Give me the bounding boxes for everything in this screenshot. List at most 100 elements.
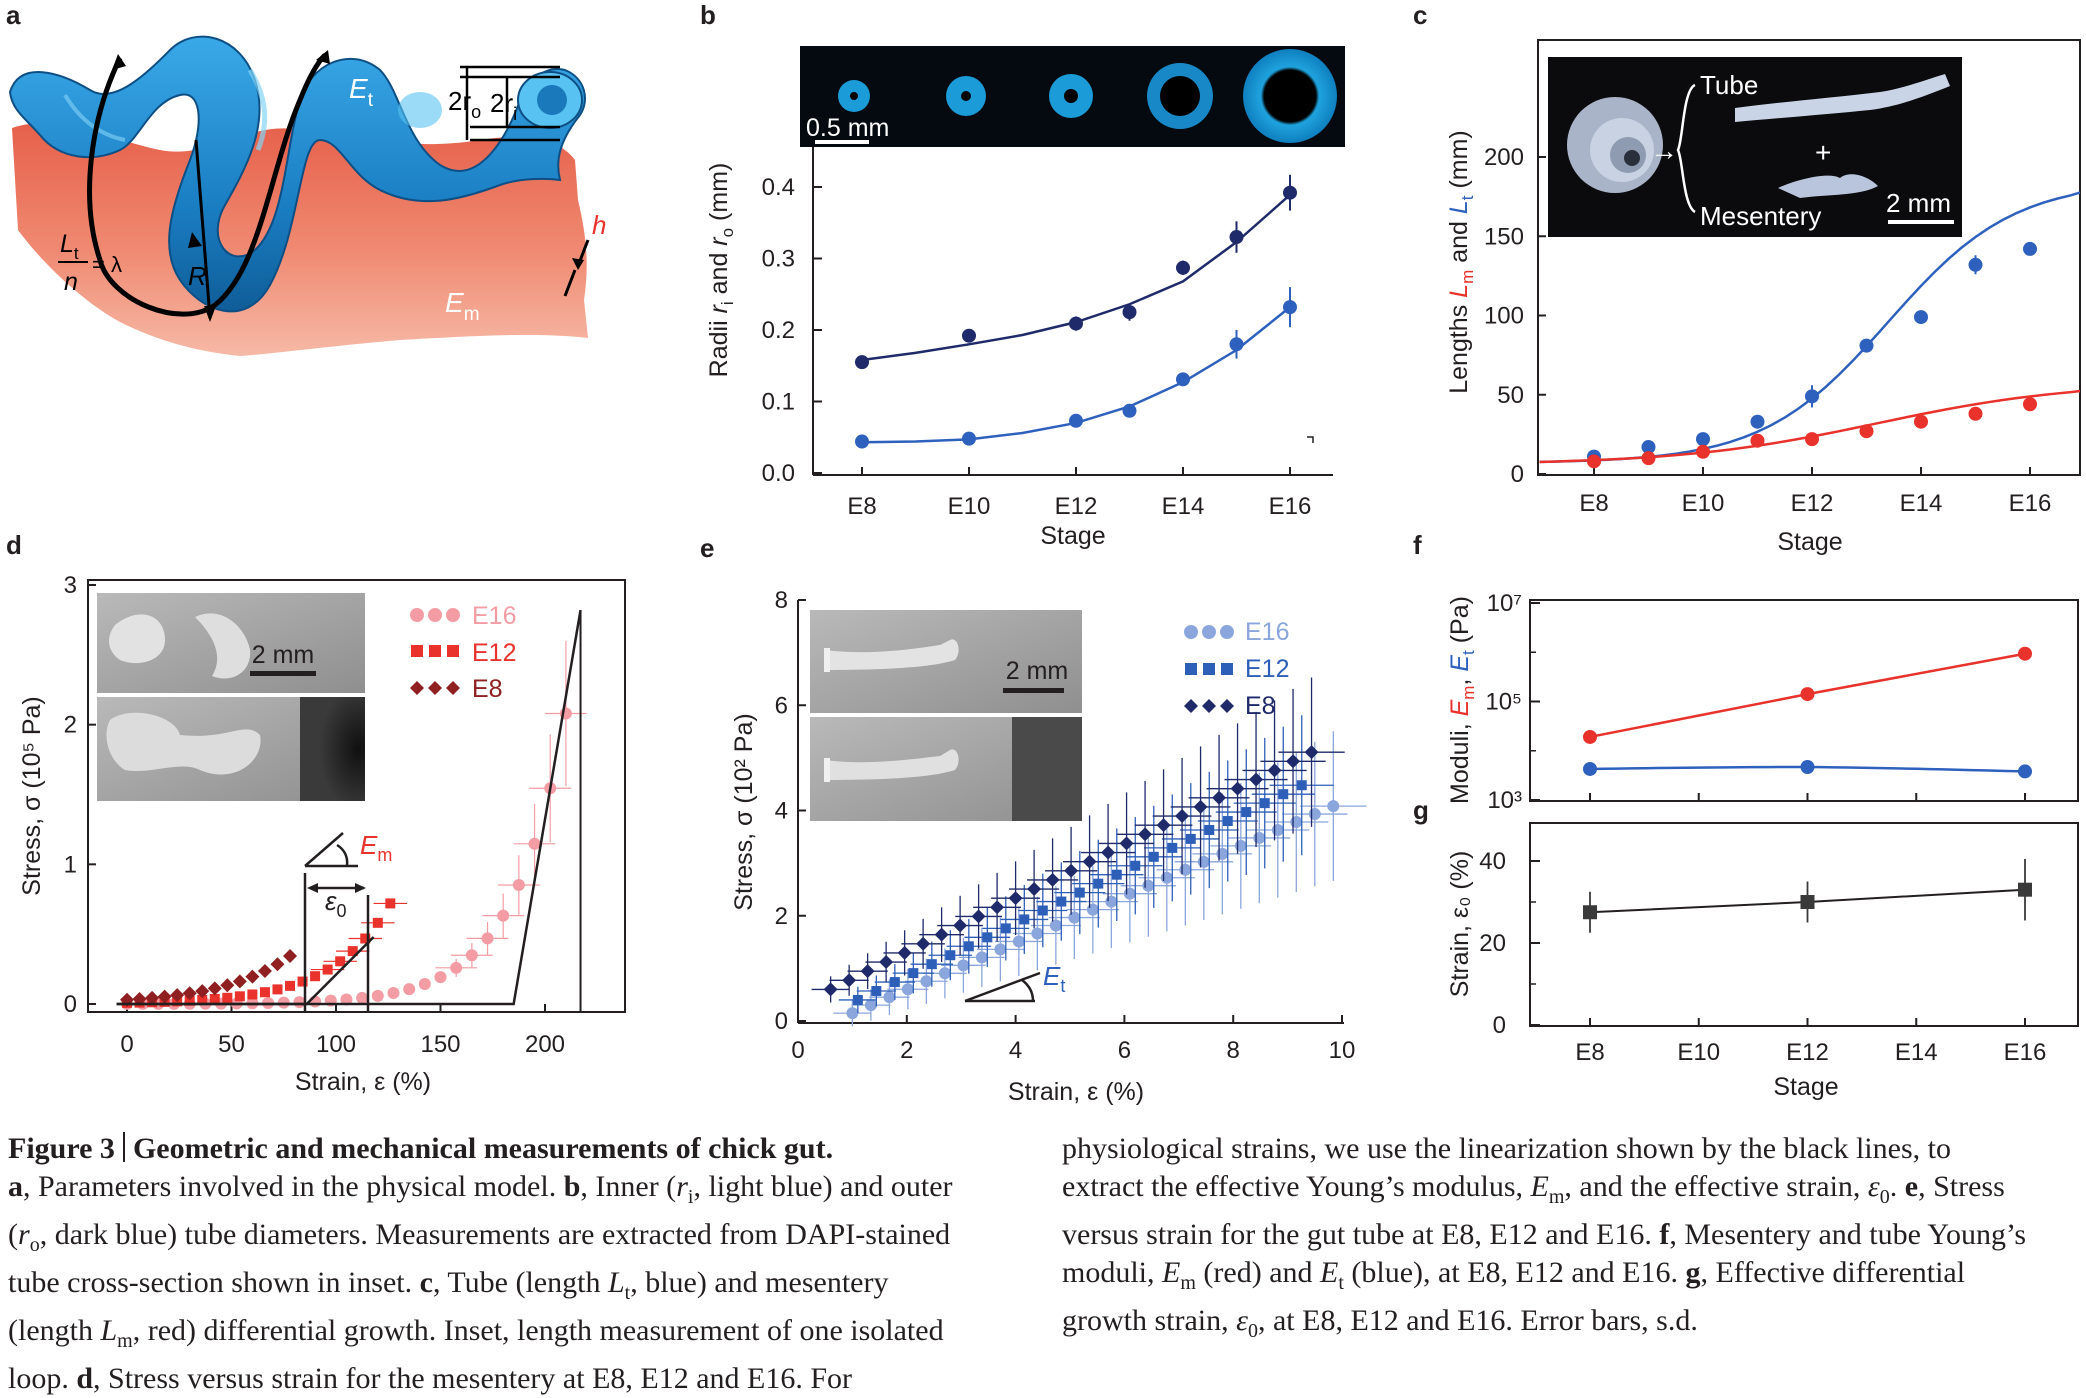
panel-f-moduli-chart: 10³ 10⁵ 10⁷ Moduli, Em, Et (Pa) xyxy=(1446,590,2079,814)
c-inset-loop xyxy=(1567,97,1663,193)
d-point-E16 xyxy=(293,996,306,1009)
e-y-axis-title: Stress, σ (10² Pa) xyxy=(730,713,758,910)
ro-label: 2ro xyxy=(448,86,481,122)
d-point-E16 xyxy=(528,837,541,850)
b-point-ri xyxy=(1283,300,1297,315)
d-linearization-E16 xyxy=(116,609,582,1006)
b-x-tick-label: E12 xyxy=(1055,493,1098,520)
d-legend-mark-E16 xyxy=(428,608,442,622)
caption-left-line-5: loop. d, Stress versus strain for the me… xyxy=(8,1362,853,1395)
c-inset-mesentery-shape xyxy=(1778,174,1878,198)
c-point-Lm xyxy=(1750,433,1765,448)
d-point-E16 xyxy=(340,993,353,1006)
e-y-tick-label: 6 xyxy=(775,692,788,719)
e-point-E12 xyxy=(1037,905,1048,916)
e-point-E8 xyxy=(1267,763,1282,778)
svg-text:→: → xyxy=(1650,135,1678,166)
b-fit-ro xyxy=(861,193,1291,362)
d-point-E16 xyxy=(403,983,416,996)
e-x-tick-label: 2 xyxy=(900,1037,913,1064)
b-y-axis-title: Radii ri and ro (mm) xyxy=(705,163,737,378)
d-y-tick-label: 0 xyxy=(64,991,77,1018)
e-point-E8 xyxy=(1212,790,1227,805)
c-x-tick-label: E16 xyxy=(2009,490,2052,517)
e-y-tick-label: 2 xyxy=(775,903,788,930)
d-legend-mark-E12 xyxy=(447,645,459,657)
d-point-E16 xyxy=(277,996,290,1009)
caption-left-line-4: (length Lm, red) differential growth. In… xyxy=(8,1314,944,1352)
e-legend-mark-E12 xyxy=(1185,663,1197,675)
tube-lumen xyxy=(537,85,567,115)
caption-right-line-4: moduli, Em (red) and Et (blue), at E8, E… xyxy=(1062,1256,1966,1294)
c-point-Lt xyxy=(1968,257,1983,272)
e-point-E16 xyxy=(846,1007,859,1020)
c-y-axis-title: Lengths Lm and Lt (mm) xyxy=(1445,130,1477,394)
svg-text:Lt: Lt xyxy=(60,230,79,263)
d-point-E12 xyxy=(184,995,195,1006)
e-point-E12 xyxy=(1241,807,1252,818)
e-series xyxy=(811,677,1367,1027)
d-legend-mark-E16 xyxy=(446,608,460,622)
d-point-E8 xyxy=(207,981,222,996)
e-point-E12 xyxy=(1074,887,1085,898)
e-point-E16 xyxy=(1216,847,1229,860)
d-point-E8 xyxy=(283,949,298,964)
e-y-tick-label: 8 xyxy=(775,587,788,614)
e-point-E8 xyxy=(916,936,931,951)
c-point-Lm xyxy=(1696,444,1710,459)
c-axes: 0 50 100 150 200 E8 E10 E12 E14 E16 xyxy=(1484,144,2051,517)
e-point-E12 xyxy=(926,959,937,970)
caption-title: Figure 3 Geometric and mechanical measure… xyxy=(8,1130,1048,1168)
e-point-E12 xyxy=(1000,923,1011,934)
caption-figure-number: Figure 3 xyxy=(8,1132,115,1165)
d-axes: 0 1 2 3 0 50 100 150 200 xyxy=(64,572,565,1058)
e-point-E12 xyxy=(1222,816,1233,827)
figure-3: a b c d e f g 2ro 2ri xyxy=(6,0,2081,1106)
e-point-E16 xyxy=(994,943,1007,956)
g-series xyxy=(1583,858,2032,933)
d-point-E16 xyxy=(387,987,400,1000)
d-y-tick-label: 1 xyxy=(64,851,77,878)
panel-label-c: c xyxy=(1413,0,1427,30)
g-y-axis-title: Strain, ε₀ (%) xyxy=(1446,851,1474,998)
d-x-tick-label: 0 xyxy=(120,1031,133,1058)
e-point-E12 xyxy=(1130,860,1141,871)
b-point-ro xyxy=(1176,260,1190,275)
e-x-tick-label: 10 xyxy=(1329,1037,1356,1064)
e-point-E16 xyxy=(1142,879,1155,892)
g-y-tick-label: 0 xyxy=(1493,1012,1506,1039)
e-point-E12 xyxy=(1056,896,1067,907)
d-point-E16 xyxy=(497,909,510,922)
d-eps0-label: ε0 xyxy=(325,886,346,921)
f-axes: 10³ 10⁵ 10⁷ xyxy=(1485,590,2026,814)
d-point-E12 xyxy=(360,933,371,944)
g-x-tick-label: E10 xyxy=(1677,1039,1720,1066)
e-point-E8 xyxy=(1175,809,1190,824)
c-y-tick-label: 50 xyxy=(1497,382,1524,409)
e-point-E12 xyxy=(1019,914,1030,925)
d-point-E12 xyxy=(197,994,208,1005)
f-y-tick-label: 10³ xyxy=(1487,787,1522,814)
panel-label-b: b xyxy=(700,0,716,30)
e-point-E8 xyxy=(1045,872,1060,887)
b-point-ro xyxy=(1122,305,1137,320)
wavelength-arc-2 xyxy=(97,53,327,317)
e-point-E12 xyxy=(889,977,900,988)
wavelength-arc-1 xyxy=(87,56,123,261)
caption-left-line-2: (ro, dark blue) tube diameters. Measurem… xyxy=(8,1218,951,1256)
e-point-E12 xyxy=(982,932,993,943)
e-legend-mark-E8 xyxy=(1220,699,1234,713)
b-point-ri xyxy=(855,434,869,449)
caption-left-line-3: tube cross-section shown in inset. c, Tu… xyxy=(8,1266,889,1304)
c-x-tick-label: E14 xyxy=(1900,490,1943,517)
b-x-tick-label: E8 xyxy=(847,493,876,520)
b-point-ro xyxy=(962,328,976,343)
d-point-E8 xyxy=(157,989,172,1004)
e-point-E8 xyxy=(1027,882,1042,897)
f-point-Et xyxy=(1583,761,1597,776)
e-legend-mark-E12 xyxy=(1221,663,1233,675)
panel-c-lengths-chart: 0 50 100 150 200 E8 E10 E12 E14 E16 → Tube + Mese… xyxy=(1445,39,2081,556)
e-point-E8 xyxy=(1119,836,1134,851)
panel-label-f: f xyxy=(1413,530,1422,560)
e-point-E8 xyxy=(1304,745,1319,760)
